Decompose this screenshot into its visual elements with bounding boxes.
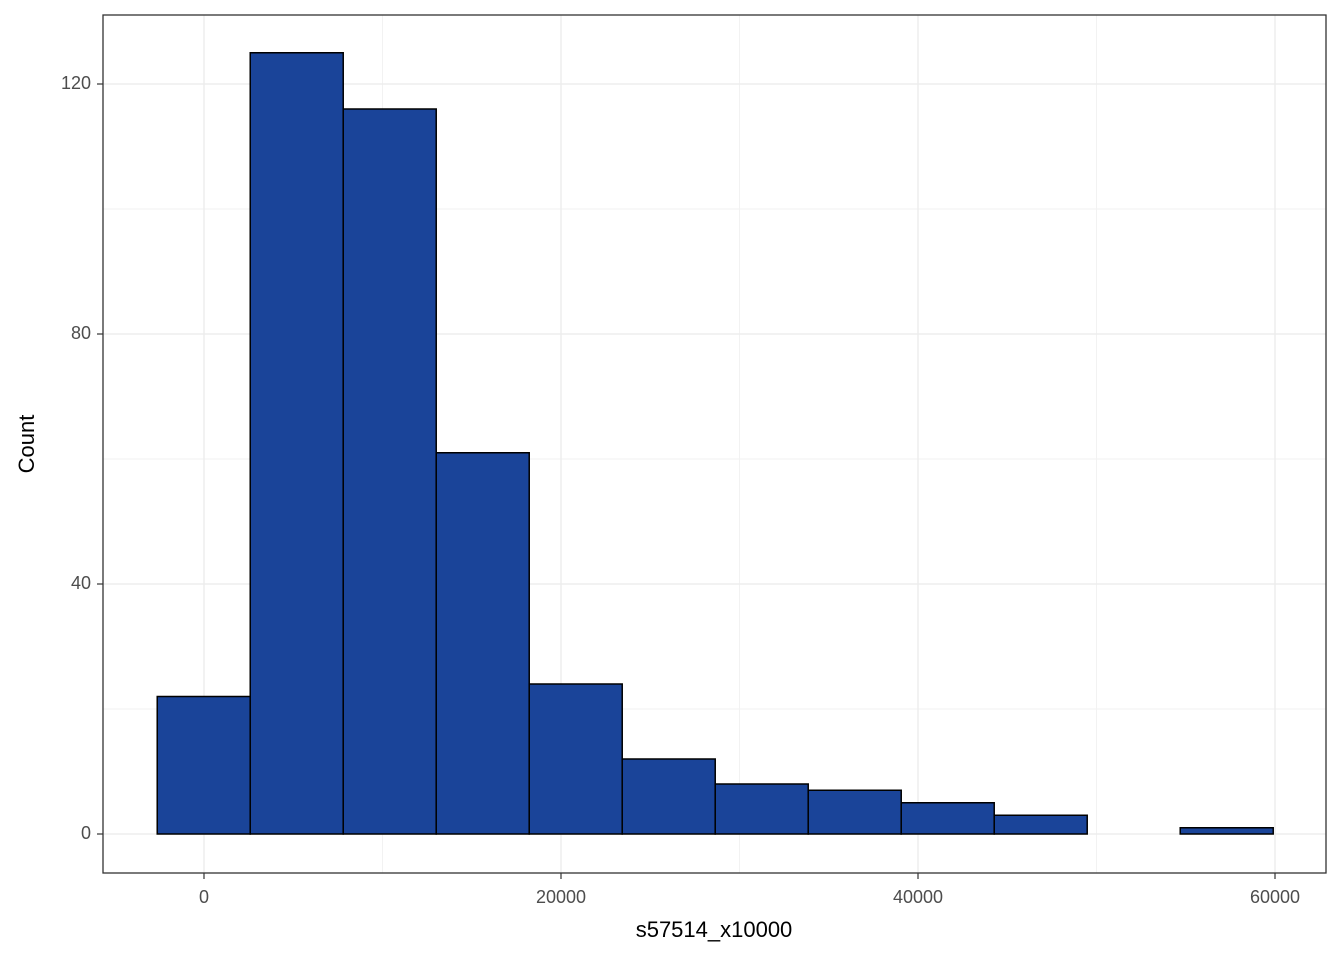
- bar: [1179, 827, 1274, 835]
- bar: [342, 108, 437, 835]
- bar: [993, 814, 1088, 835]
- bar: [435, 452, 530, 835]
- bar: [714, 783, 809, 835]
- y-tick-label: 40: [71, 573, 91, 593]
- x-tick-label: 20000: [536, 887, 586, 907]
- y-tick-label: 80: [71, 323, 91, 343]
- x-tick-label: 60000: [1250, 887, 1300, 907]
- plot-border: [102, 14, 1327, 874]
- bar: [807, 789, 902, 835]
- y-axis-title: Count: [14, 415, 39, 474]
- y-tick-label: 0: [81, 823, 91, 843]
- bar: [528, 683, 623, 835]
- bar: [621, 758, 716, 835]
- x-tick-label: 40000: [893, 887, 943, 907]
- bar: [900, 802, 995, 835]
- bar: [249, 52, 344, 835]
- x-axis-title: s57514_x10000: [636, 917, 793, 942]
- bar: [156, 695, 251, 835]
- y-tick-label: 120: [61, 73, 91, 93]
- x-tick-label: 0: [199, 887, 209, 907]
